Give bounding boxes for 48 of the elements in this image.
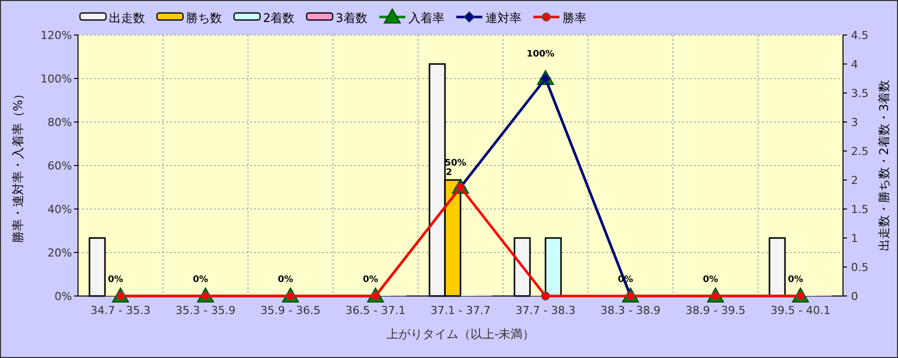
legend-label: 入着率 [408,11,444,25]
y2-tick-label: 1 [851,232,858,245]
x-tick-label: 34.7 - 35.3 [90,304,150,317]
data-label: 0% [192,275,208,285]
y-tick-label: 40% [48,203,72,216]
y-axis-title: 勝率・連対率・入着率（%） [11,88,25,244]
y2-tick-label: 2 [851,174,858,187]
legend-label: 3着数 [336,11,368,25]
x-tick-label: 38.3 - 38.9 [600,304,660,317]
y-tick-label: 60% [48,160,72,172]
x-tick-label: 39.5 - 40.1 [770,304,830,317]
legend-label: 2着数 [263,11,295,25]
x-tick-label: 38.9 - 39.5 [686,304,746,317]
y2-tick-label: 0 [851,290,858,303]
legend-label: 勝率 [562,11,586,25]
y2-axis-title: 出走数・勝ち数・2着数・3着数 [877,80,891,252]
x-tick-label: 36.5 - 37.1 [346,304,406,317]
data-label: 50% [444,158,466,168]
y-tick-label: 80% [48,116,72,129]
legend-label: 出走数 [109,11,145,25]
y-tick-label: 100% [40,72,72,86]
x-tick-label: 35.9 - 36.5 [260,304,320,317]
y-tick-label: 120% [40,29,72,42]
y-tick-label: 0% [54,290,72,303]
y2-tick-label: 0.5 [851,261,868,274]
y2-tick-label: 2.5 [851,145,868,158]
y2-tick-label: 1.5 [851,203,868,216]
x-axis-title: 上がりタイム（以上-未満） [386,327,535,341]
legend-label: 勝ち数 [186,11,222,25]
y2-tick-label: 3.5 [851,87,868,100]
y2-tick-label: 4 [851,58,858,71]
data-label: 2 [446,168,452,178]
point [541,292,550,300]
legend-label: 連対率 [485,11,522,25]
data-label: 0% [362,275,378,285]
y2-tick-label: 3 [851,116,858,129]
y-tick-label: 20% [48,246,72,260]
bar [768,237,786,297]
data-label: 0% [108,275,124,285]
x-tick-label: 37.1 - 37.7 [430,304,490,317]
x-tick-label: 35.3 - 35.9 [176,304,236,317]
data-label: 0% [278,275,294,285]
y2-tick-label: 4.5 [851,29,868,42]
bar [544,237,562,297]
x-tick-label: 37.7 - 38.3 [516,304,576,317]
data-label: 0% [702,275,718,285]
data-label: 100% [526,50,554,60]
data-label: 0% [788,275,804,285]
